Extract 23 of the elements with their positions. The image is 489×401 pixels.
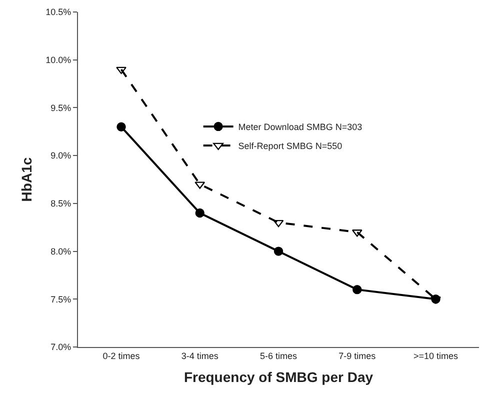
point bbox=[195, 208, 204, 218]
y-tick-label: 8.5% bbox=[50, 198, 72, 209]
x-tick-label: 3-4 times bbox=[181, 350, 219, 361]
y-tick-label: 10.5% bbox=[46, 7, 72, 18]
x-tick-label: 7-9 times bbox=[338, 350, 376, 361]
point bbox=[273, 220, 284, 228]
x-tick-label: 5-6 times bbox=[260, 350, 298, 361]
x-tick-label: 0-2 times bbox=[102, 350, 140, 361]
y-tick-label: 9.5% bbox=[50, 102, 72, 113]
y-tick-label: 7.5% bbox=[50, 294, 72, 304]
y-tick-label: 9.0% bbox=[50, 150, 72, 161]
legend-label: Self-Report SMBG N=550 bbox=[238, 140, 342, 151]
point bbox=[274, 246, 284, 256]
x-axis-title: Frequency of SMBG per Day bbox=[184, 369, 374, 386]
y-tick-label: 7.0% bbox=[50, 342, 72, 352]
y-tick-label: 10.0% bbox=[46, 55, 72, 66]
point bbox=[352, 284, 362, 294]
y-tick-label: 8.0% bbox=[50, 246, 72, 256]
point bbox=[116, 66, 126, 74]
x-tick-label: >=10 times bbox=[413, 350, 459, 361]
y-axis-title: HbA1c bbox=[18, 157, 34, 202]
point bbox=[116, 122, 126, 132]
legend-label: Meter Download SMBG N=303 bbox=[238, 122, 362, 132]
